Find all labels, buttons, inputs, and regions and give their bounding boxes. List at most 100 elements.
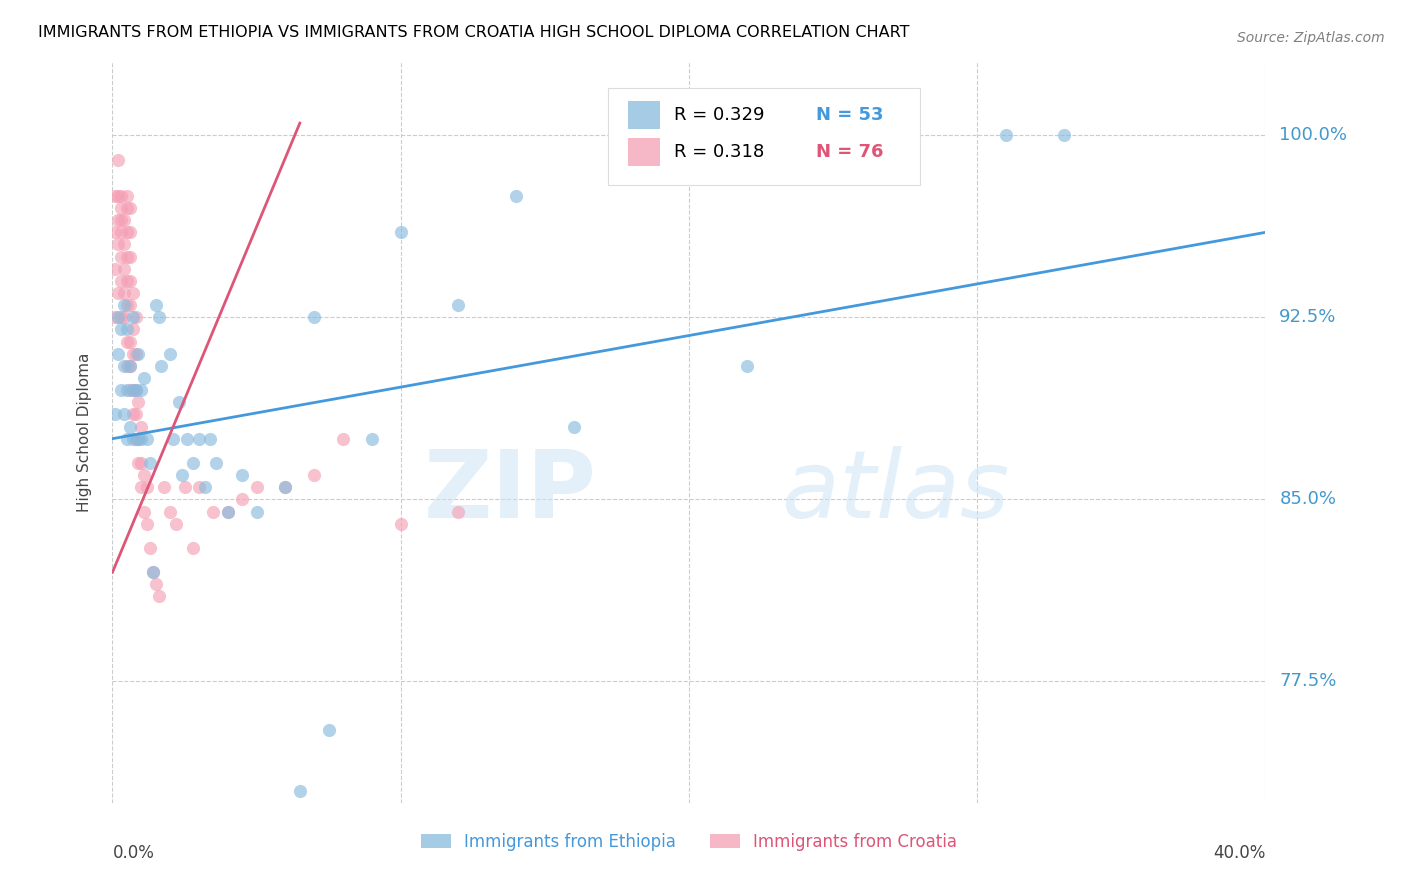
Point (115, 334, 138, 349)
Text: 100.0%: 100.0% (1279, 127, 1347, 145)
Point (127, 395, 149, 409)
Point (332, 432, 354, 446)
Point (188, 432, 211, 446)
Text: Source: ZipAtlas.com: Source: ZipAtlas.com (1237, 31, 1385, 45)
Point (115, 359, 138, 373)
Point (118, 359, 141, 373)
Point (274, 480, 297, 494)
Point (121, 383, 143, 397)
Point (995, 128, 1018, 143)
Point (162, 432, 184, 446)
Point (176, 432, 198, 446)
Point (110, 213, 132, 227)
Text: R = 0.329: R = 0.329 (673, 106, 765, 124)
Point (121, 383, 143, 397)
Point (121, 432, 143, 446)
Point (304, 468, 326, 483)
Point (159, 504, 181, 518)
Point (153, 480, 176, 494)
Legend: Immigrants from Ethiopia, Immigrants from Croatia: Immigrants from Ethiopia, Immigrants fro… (415, 826, 963, 857)
Point (124, 408, 146, 422)
Point (127, 432, 149, 446)
Point (274, 480, 297, 494)
Point (134, 504, 156, 518)
Point (145, 577, 167, 591)
Point (112, 261, 135, 276)
Point (194, 480, 217, 494)
Point (127, 456, 149, 470)
Point (246, 504, 269, 518)
Point (118, 359, 141, 373)
Point (115, 432, 138, 446)
Point (121, 286, 143, 301)
Point (104, 408, 127, 422)
Point (127, 347, 149, 361)
Point (129, 480, 153, 494)
Point (115, 201, 138, 215)
Point (173, 480, 195, 494)
Point (136, 516, 159, 531)
Point (318, 723, 340, 737)
Point (124, 383, 146, 397)
Point (304, 310, 326, 325)
Text: atlas: atlas (782, 446, 1010, 537)
Point (115, 189, 138, 203)
FancyBboxPatch shape (628, 138, 661, 166)
Point (118, 201, 141, 215)
Point (142, 565, 165, 579)
Point (360, 432, 382, 446)
Point (110, 310, 132, 325)
Point (121, 347, 143, 361)
FancyBboxPatch shape (628, 101, 661, 129)
Point (447, 504, 470, 518)
Text: R = 0.318: R = 0.318 (673, 143, 765, 161)
Point (136, 432, 159, 446)
Point (112, 213, 135, 227)
Point (188, 480, 211, 494)
Point (1053, 128, 1076, 143)
Point (115, 322, 138, 336)
Point (107, 347, 129, 361)
Point (181, 456, 204, 470)
Point (121, 322, 143, 336)
Point (118, 298, 141, 312)
Point (112, 298, 135, 312)
Point (110, 383, 132, 397)
Point (110, 250, 132, 264)
Point (288, 783, 311, 797)
Point (124, 432, 146, 446)
Point (139, 541, 162, 555)
Point (129, 383, 153, 397)
Point (110, 322, 132, 336)
Point (110, 201, 132, 215)
Point (121, 310, 143, 325)
Point (217, 504, 239, 518)
Point (447, 298, 470, 312)
Point (142, 565, 165, 579)
Point (118, 274, 141, 288)
Point (505, 189, 527, 203)
Point (148, 310, 170, 325)
Point (181, 541, 204, 555)
Point (202, 504, 225, 518)
Point (110, 189, 132, 203)
Point (200, 432, 222, 446)
Point (115, 225, 138, 239)
Point (112, 310, 135, 325)
Point (118, 250, 141, 264)
Point (217, 504, 239, 518)
Point (107, 189, 129, 203)
Text: 0.0%: 0.0% (112, 844, 155, 862)
Point (129, 432, 153, 446)
Point (127, 432, 149, 446)
Point (104, 225, 127, 239)
Point (115, 298, 138, 312)
Point (129, 419, 153, 434)
Point (139, 456, 162, 470)
Point (231, 468, 253, 483)
Point (104, 310, 127, 325)
Text: 85.0%: 85.0% (1279, 491, 1336, 508)
Point (112, 359, 135, 373)
Point (118, 383, 141, 397)
Point (165, 516, 187, 531)
